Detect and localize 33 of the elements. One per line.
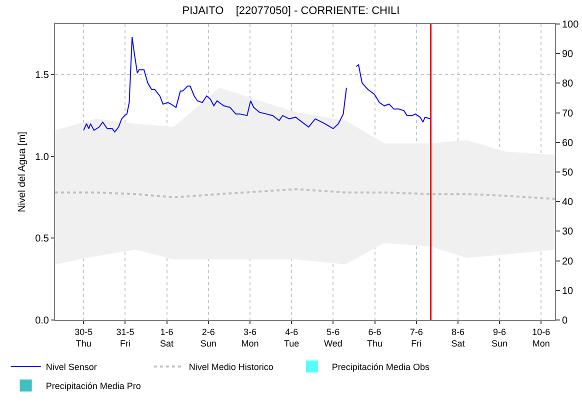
legend-label: Precipitación Media Pro	[46, 380, 141, 391]
y2-tick-label: 40	[562, 197, 574, 208]
x-tick-label: 6-6 Thu	[367, 326, 383, 348]
y2-tick-label: 90	[562, 49, 574, 60]
x-tick-label: 10-6 Mon	[532, 326, 550, 348]
x-tick-label: 3-6 Mon	[241, 326, 259, 348]
x-tick-label: 2-6 Sun	[200, 326, 216, 348]
y2-tick-label: 70	[562, 108, 574, 120]
y2-tick-label: 0	[562, 316, 568, 326]
y2-tick-label: 30	[562, 226, 574, 238]
y2-tick-label: 100	[562, 20, 580, 30]
y-tick-label: 0.5	[35, 234, 50, 245]
x-tick-label: 1-6 Sat	[160, 326, 174, 348]
legend-label: Nivel Medio Historico	[188, 362, 274, 372]
y2-tick-label: 20	[562, 256, 574, 268]
y2-tick-label: 10	[562, 286, 574, 297]
x-tick-label: 9-6 Sun	[492, 326, 508, 348]
y-tick-label: 0.0	[35, 316, 50, 326]
y-axis-title: Nivel del Agua [m]	[17, 131, 28, 212]
x-tick-label: 7-6 Fri	[410, 326, 423, 348]
y2-tick-label: 80	[562, 78, 574, 90]
y-tick-label: 1.0	[35, 152, 50, 163]
legend-label: Precipitación Media Obs	[332, 362, 430, 372]
y2-tick-label: 60	[562, 138, 574, 149]
x-tick-label: 5-6 Wed	[324, 326, 342, 348]
x-tick-label: 4-6 Tue	[284, 326, 300, 348]
x-tick-label: 8-6 Sat	[451, 326, 466, 348]
x-tick-label: 31-5 Fri	[116, 326, 134, 348]
chart-title: PIJAITO [22077050] - CORRIENTE: CHILI	[182, 4, 400, 17]
legend-label: Nivel Sensor	[46, 362, 97, 372]
y2-tick-label: 50	[562, 168, 574, 178]
x-tick-label: 30-5 Thu	[74, 326, 93, 348]
y-tick-label: 1.5	[35, 70, 50, 82]
